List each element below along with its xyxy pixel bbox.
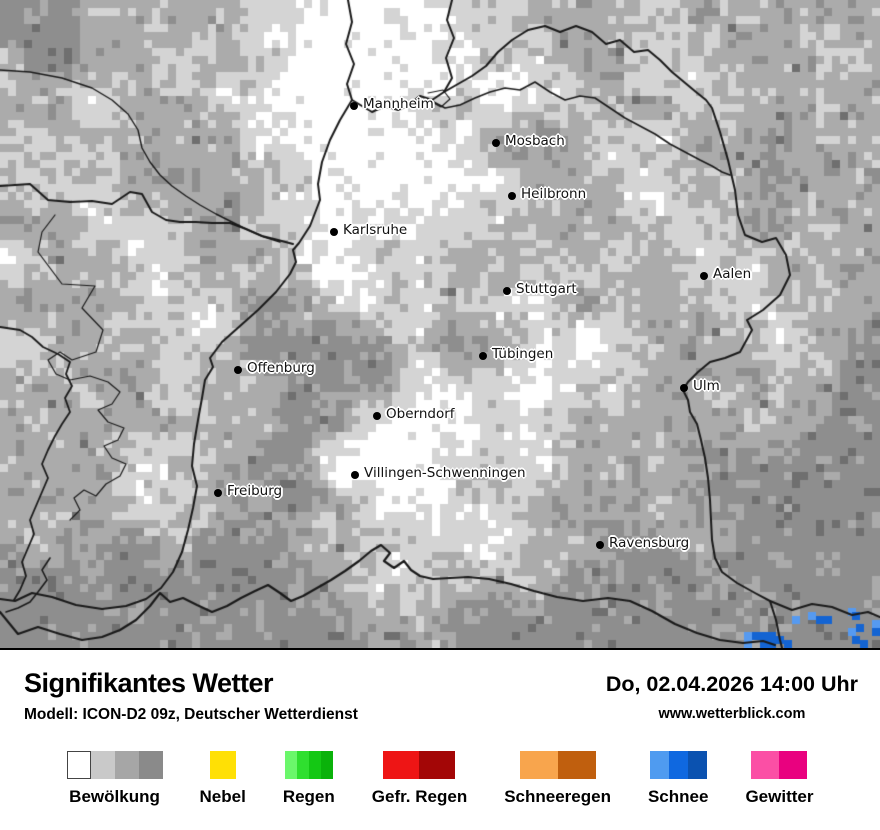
legend-item-schneeregen: Schneeregen [504,751,611,807]
legend-swatch [66,751,91,779]
legend-swatches-nebel [209,751,236,779]
legend-item-gefr-regen: Gefr. Regen [372,751,467,807]
legend-swatches-gefr-regen [383,751,456,779]
map-bottom-divider [0,648,880,650]
city-label: Stuttgart [516,281,577,297]
city-dot-icon [700,272,708,280]
map-header: Signifikantes Wetter Modell: ICON-D2 09z… [0,650,880,724]
legend-label: Nebel [199,787,246,806]
legend-swatch [383,751,420,779]
legend-swatch [649,751,669,779]
city-dot-icon [351,471,359,479]
header-left: Signifikantes Wetter Modell: ICON-D2 09z… [24,670,358,724]
legend-label: Schneeregen [504,787,611,806]
legend-swatches-schneeregen [519,751,596,779]
city-dot-icon [234,366,242,374]
legend-swatch [90,751,115,779]
legend-swatches-bewoelkung [66,751,163,779]
legend-swatch [557,751,596,779]
legend-item-nebel: Nebel [200,751,246,807]
legend-swatches-regen [284,751,333,779]
city-label: Mosbach [505,133,565,149]
legend-label: Regen [282,787,335,806]
city-dot-icon [680,384,688,392]
model-subtitle: Modell: ICON-D2 09z, Deutscher Wetterdie… [24,706,358,723]
city-label: Offenburg [247,360,315,376]
legend-swatch [519,751,558,779]
weather-map: Mannheim Mosbach Heilbronn Karlsruhe Aalen St… [0,0,880,650]
city-label: Ravensburg [609,535,690,551]
city-label: Freiburg [227,483,283,499]
legend-swatch [209,751,236,779]
city-label: Tübingen [492,346,554,362]
city-dot-icon [596,541,604,549]
city-label: Oberndorf [386,406,455,422]
legend-swatch [668,751,688,779]
city-label: Karlsruhe [343,222,408,238]
legend-swatches-gewitter [751,751,808,779]
legend-swatch [687,751,707,779]
city-dot-icon [330,228,338,236]
city-label: Heilbronn [521,186,587,202]
city-dot-icon [479,352,487,360]
city-label: Aalen [713,266,752,282]
legend-swatch [419,751,456,779]
city-dot-icon [492,139,500,147]
legend-swatch [138,751,163,779]
city-dot-icon [214,489,222,497]
header-right: Do, 02.04.2026 14:00 Uhr www.wetterblick… [605,670,858,722]
weather-legend: Bewölkung Nebel Regen Gefr. Regen Schneerege… [0,751,880,807]
city-dot-icon [508,192,516,200]
city-label: Ulm [693,378,720,394]
city-dot-icon [373,412,381,420]
page-title: Signifikantes Wetter [24,668,274,698]
legend-item-gewitter: Gewitter [745,751,813,807]
legend-label: Schnee [647,787,709,806]
legend-swatch [320,751,333,779]
legend-swatch [296,751,309,779]
forecast-datetime: Do, 02.04.2026 14:00 Uhr [605,672,858,696]
legend-swatch [751,751,780,779]
city-label: Mannheim [363,96,434,112]
legend-swatch [114,751,139,779]
legend-swatch [308,751,321,779]
legend-swatch [779,751,808,779]
legend-item-bewoelkung: Bewölkung [66,751,163,807]
legend-swatches-schnee [649,751,707,779]
city-label: Villingen-Schwenningen [364,465,526,481]
legend-label: Gewitter [745,787,814,806]
legend-label: Bewölkung [69,787,160,806]
legend-item-schnee: Schnee [648,751,708,807]
city-dot-icon [503,287,511,295]
website-label: www.wetterblick.com [658,705,806,722]
legend-item-regen: Regen [283,751,335,807]
city-dot-icon [350,102,358,110]
cloud-cover-canvas [0,0,880,648]
legend-label: Gefr. Regen [371,787,468,806]
legend-swatch [284,751,297,779]
